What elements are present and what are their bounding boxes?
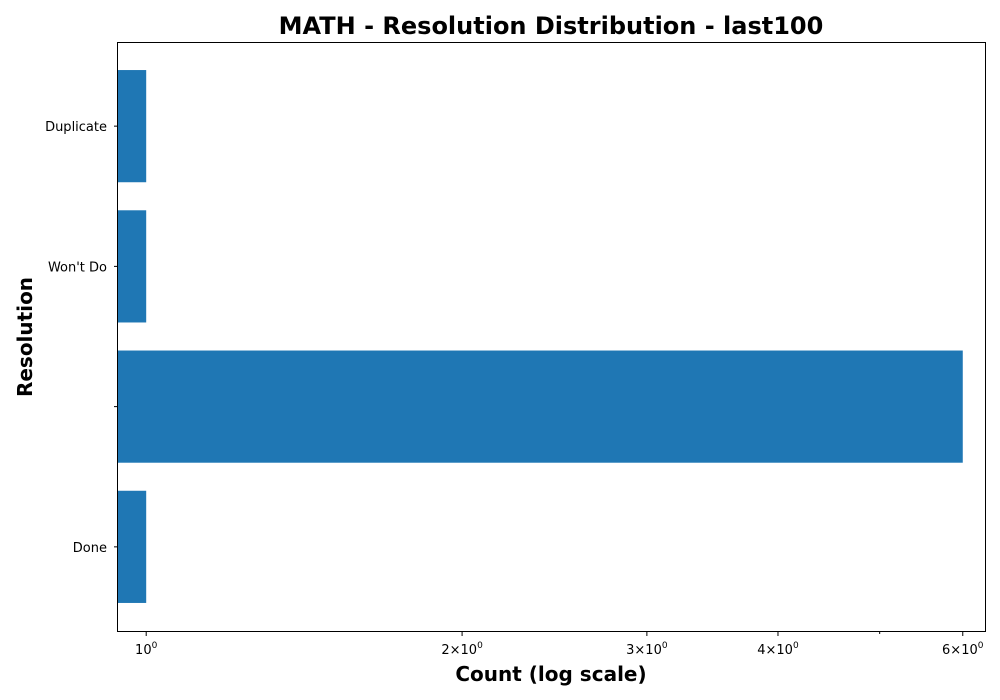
y-axis-label: Resolution <box>13 277 37 397</box>
x-tick-label: 3×100 <box>626 641 668 658</box>
x-axis-label: Count (log scale) <box>455 662 646 686</box>
y-tick-label: Duplicate <box>45 120 107 135</box>
bar-unlabeled <box>118 350 963 463</box>
x-tick-label: 6×100 <box>942 641 984 658</box>
bars-group <box>118 70 963 603</box>
y-axis-ticks: Duplicate Won't Do Done <box>45 120 118 556</box>
x-tick-label: 100 <box>135 641 158 658</box>
bar-won-t-do <box>118 210 147 323</box>
x-tick-label: 2×100 <box>441 641 483 658</box>
bar-duplicate <box>118 70 147 183</box>
y-tick-label: Done <box>73 541 107 556</box>
x-tick-label: 4×100 <box>757 641 799 658</box>
y-tick-label: Won't Do <box>48 260 107 275</box>
x-axis-ticks: 100 2×100 3×100 4×100 6×100 <box>135 631 984 658</box>
chart-title: MATH - Resolution Distribution - last100 <box>279 12 824 40</box>
bar-done <box>118 490 147 603</box>
plot-frame <box>117 42 986 632</box>
